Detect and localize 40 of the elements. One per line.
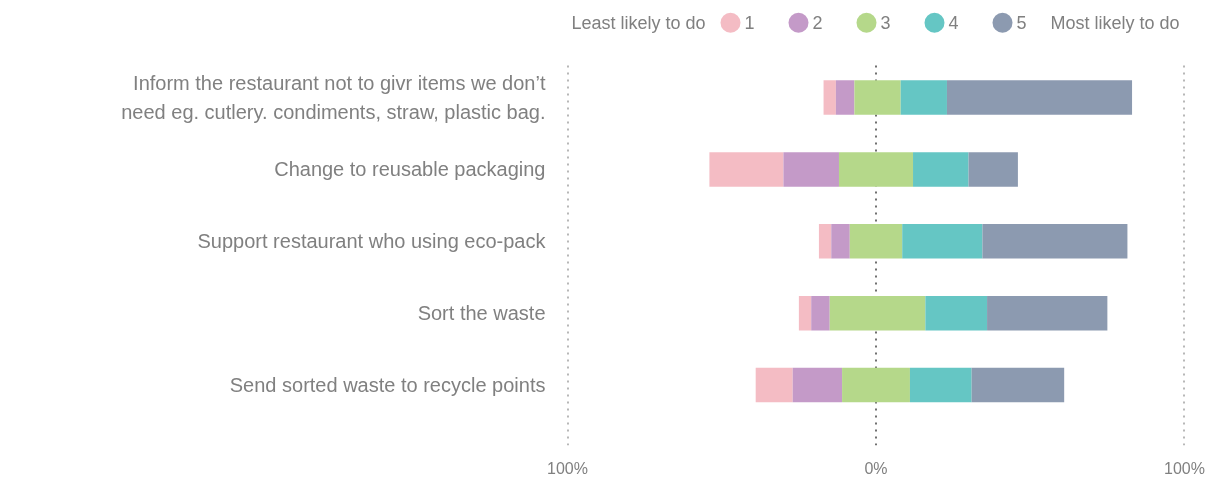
bar [971,367,1065,403]
y-tick-label: Sort the waste [417,302,546,325]
text: Least likely to do [571,12,706,33]
y-tick-label: Support restaurant who using eco-pack [197,230,547,253]
bar [792,367,843,403]
x-tick-label: 0% [864,459,888,477]
y-tick-label: Change to reusable packaging [274,158,546,181]
bar [811,295,830,331]
bar [755,367,793,403]
bar [842,367,910,403]
x-tick-label: 100% [1164,459,1205,477]
legend-label: 5 [1016,13,1027,34]
bar [849,224,903,259]
legend-label: 2 [812,13,823,34]
bar [946,80,1133,115]
bar [982,224,1128,259]
bar [968,152,1018,187]
legend-label: 4 [948,13,959,34]
bar [823,80,836,115]
bar [829,295,926,331]
y-tick-label: Inform the restaurant not to givr items we don’t need eg. cutlery. condiments, straw, plastic bag. [121,71,546,124]
bar [835,80,855,115]
bar [818,224,832,259]
bar [783,152,839,187]
bar [913,152,969,187]
bar [854,80,901,115]
x-tick-label: 100% [547,459,588,477]
y-tick-label: Send sorted waste to recycle points [229,374,546,397]
bar [987,295,1108,331]
bar [838,152,914,187]
bar [798,295,812,331]
text: Most likely to do [1050,12,1180,33]
bar [709,152,784,187]
bar [902,224,983,259]
bar [925,295,988,331]
legend-label: 1 [744,13,755,34]
bar [831,224,850,259]
bar [909,367,972,403]
legend-label: 3 [880,13,891,34]
bar [900,80,947,115]
